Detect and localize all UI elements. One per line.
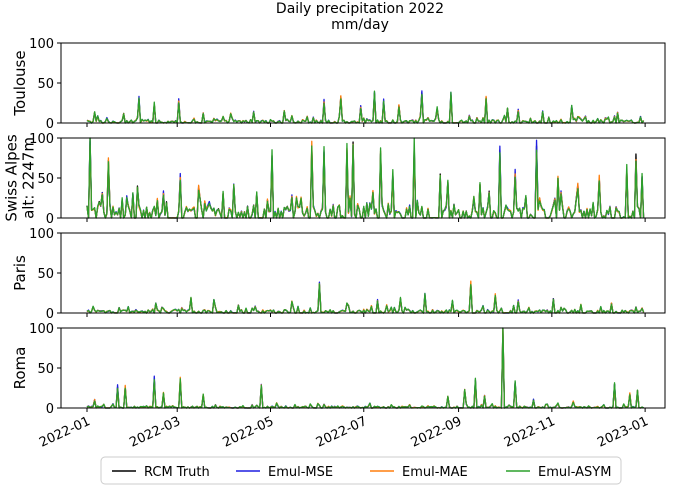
legend-label: Emul-MAE <box>402 465 468 480</box>
series-line-rcm-truth <box>86 327 644 409</box>
series-line-emul-mse <box>86 90 645 124</box>
x-tick-label: 2023-01 <box>595 414 651 451</box>
y-tick-label: 100 <box>29 132 54 147</box>
series-line-emul-mae <box>86 93 645 124</box>
series-line-emul-mse <box>86 333 644 409</box>
legend-label: Emul-ASYM <box>538 465 611 480</box>
y-tick-label: 50 <box>37 172 54 187</box>
y-axis-label: Roma <box>11 347 29 390</box>
y-tick-label: 100 <box>29 37 54 52</box>
y-tick-label: 50 <box>37 77 54 92</box>
series-line-emul-asym <box>86 327 644 409</box>
x-tick-label: 2022-11 <box>502 414 558 451</box>
panel-swiss-alpes: 0 50 100 Swiss Alpes alt: 2247m <box>3 132 666 227</box>
panel-frame <box>60 42 666 124</box>
legend-label: Emul-MSE <box>268 465 333 480</box>
legend-label: RCM Truth <box>144 465 210 480</box>
panel-frame <box>60 327 666 409</box>
chart-subtitle: mm/day <box>331 17 389 33</box>
y-tick-label: 0 <box>46 402 54 417</box>
legend-item-emul-mse: Emul-MSE <box>236 465 333 480</box>
y-tick-label: 0 <box>46 212 54 227</box>
y-axis-label: alt: 2247m <box>20 137 38 219</box>
x-axis: 2022-01 2022-03 2022-05 2022-07 2022-09 2022-… <box>37 414 651 451</box>
x-tick-label: 2022-09 <box>409 414 465 451</box>
y-tick-label: 50 <box>37 267 54 282</box>
y-tick-label: 0 <box>46 307 54 322</box>
legend: RCM Truth Emul-MSE Emul-MAE Emul-ASYM <box>100 456 622 485</box>
series-line-emul-asym <box>86 90 645 124</box>
y-tick-label: 100 <box>29 322 54 337</box>
panel-frame <box>60 232 666 314</box>
legend-item-rcm-truth: RCM Truth <box>112 465 210 480</box>
y-axis-label: Toulouse <box>11 50 29 116</box>
x-tick-label: 2022-03 <box>127 414 183 451</box>
x-tick-label: 2022-05 <box>221 414 277 451</box>
series-line-emul-asym <box>86 283 645 314</box>
series-line-emul-mae <box>86 328 644 409</box>
y-tick-label: 50 <box>37 362 54 377</box>
y-tick-label: 100 <box>29 227 54 242</box>
y-axis-label: Swiss Alpes <box>3 134 21 222</box>
series-line-rcm-truth <box>86 91 645 124</box>
panel-frame <box>60 137 666 219</box>
chart-title: Daily precipitation 2022 <box>276 1 444 17</box>
legend-box <box>100 456 622 485</box>
y-axis-label: Paris <box>11 255 29 291</box>
legend-item-emul-asym: Emul-ASYM <box>506 465 611 480</box>
y-tick-label: 0 <box>46 117 54 132</box>
series-line-emul-asym <box>86 137 645 219</box>
x-tick-label: 2022-07 <box>314 414 370 451</box>
x-tick-label: 2022-01 <box>37 414 93 451</box>
legend-item-emul-mae: Emul-MAE <box>370 465 468 480</box>
